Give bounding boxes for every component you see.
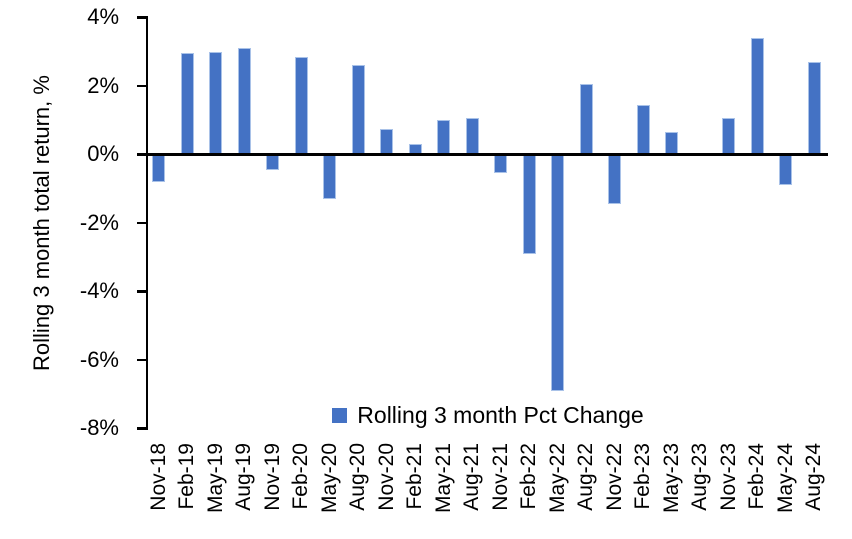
x-tick-label: May-20 [317,443,341,514]
y-tick-mark [136,153,146,156]
bar [636,104,650,155]
y-tick-label: 0% [87,141,119,167]
x-tick-label: Aug-21 [460,443,483,511]
y-tick-mark [136,16,146,19]
y-tick-mark [136,84,146,88]
y-tick-label: 2% [87,72,119,98]
x-tick-label: Feb-19 [175,443,198,510]
y-tick-mark [136,427,146,430]
x-tick-label: Feb-23 [631,443,654,510]
x-tick-label: Feb-20 [289,443,312,510]
y-tick-label: -2% [79,209,119,235]
bar [465,118,479,155]
bar [608,154,621,204]
x-tick-label: Aug-23 [688,443,711,511]
bar [209,51,222,155]
x-tick-label: Nov-18 [146,443,170,511]
bar [494,154,507,174]
x-tick-label: Aug-24 [802,443,825,511]
x-tick-label: Nov-19 [260,443,284,511]
bar [237,48,251,155]
x-tick-label: Aug-20 [346,443,369,511]
x-tick-label: Feb-24 [745,443,768,510]
bar [266,154,279,170]
bar [522,154,536,254]
x-tick-label: May-24 [773,443,797,514]
legend: Rolling 3 month Pct Change [148,400,828,430]
bar [579,84,593,155]
bar [807,61,821,155]
y-tick-mark [136,358,146,362]
x-tick-label: Feb-22 [517,443,540,510]
x-tick-label: Feb-21 [403,443,426,510]
bar [351,65,365,155]
bar [152,154,165,182]
bar [323,154,336,199]
x-tick-label: Nov-21 [488,443,512,511]
bar [380,128,393,155]
legend-label: Rolling 3 month Pct Change [357,402,644,428]
y-tick-label: -8% [79,415,119,441]
bar [750,37,764,155]
bar [437,120,450,155]
bar [180,53,194,155]
y-tick-mark [136,290,146,293]
y-tick-mark [136,221,146,225]
y-tick-label: -6% [79,346,119,372]
y-tick-label: 4% [87,4,119,30]
y-tick-label: -4% [79,278,119,304]
bar [779,154,792,186]
x-tick-label: Nov-23 [716,443,740,511]
x-tick-label: May-19 [203,443,227,514]
bar [294,56,308,155]
x-tick-label: Aug-22 [574,443,597,511]
x-tick-label: Aug-19 [232,443,255,511]
bar [722,118,735,155]
x-tick-label: Nov-20 [374,443,398,511]
x-tick-label: May-21 [431,443,455,514]
x-tick-label: May-23 [659,443,683,514]
legend-swatch-icon [332,407,348,423]
bar [551,154,564,391]
x-tick-label: May-22 [545,443,569,514]
y-axis-line [145,16,148,430]
x-tick-label: Nov-22 [602,443,626,511]
x-axis-zero-line [147,153,828,156]
bar [665,132,678,155]
